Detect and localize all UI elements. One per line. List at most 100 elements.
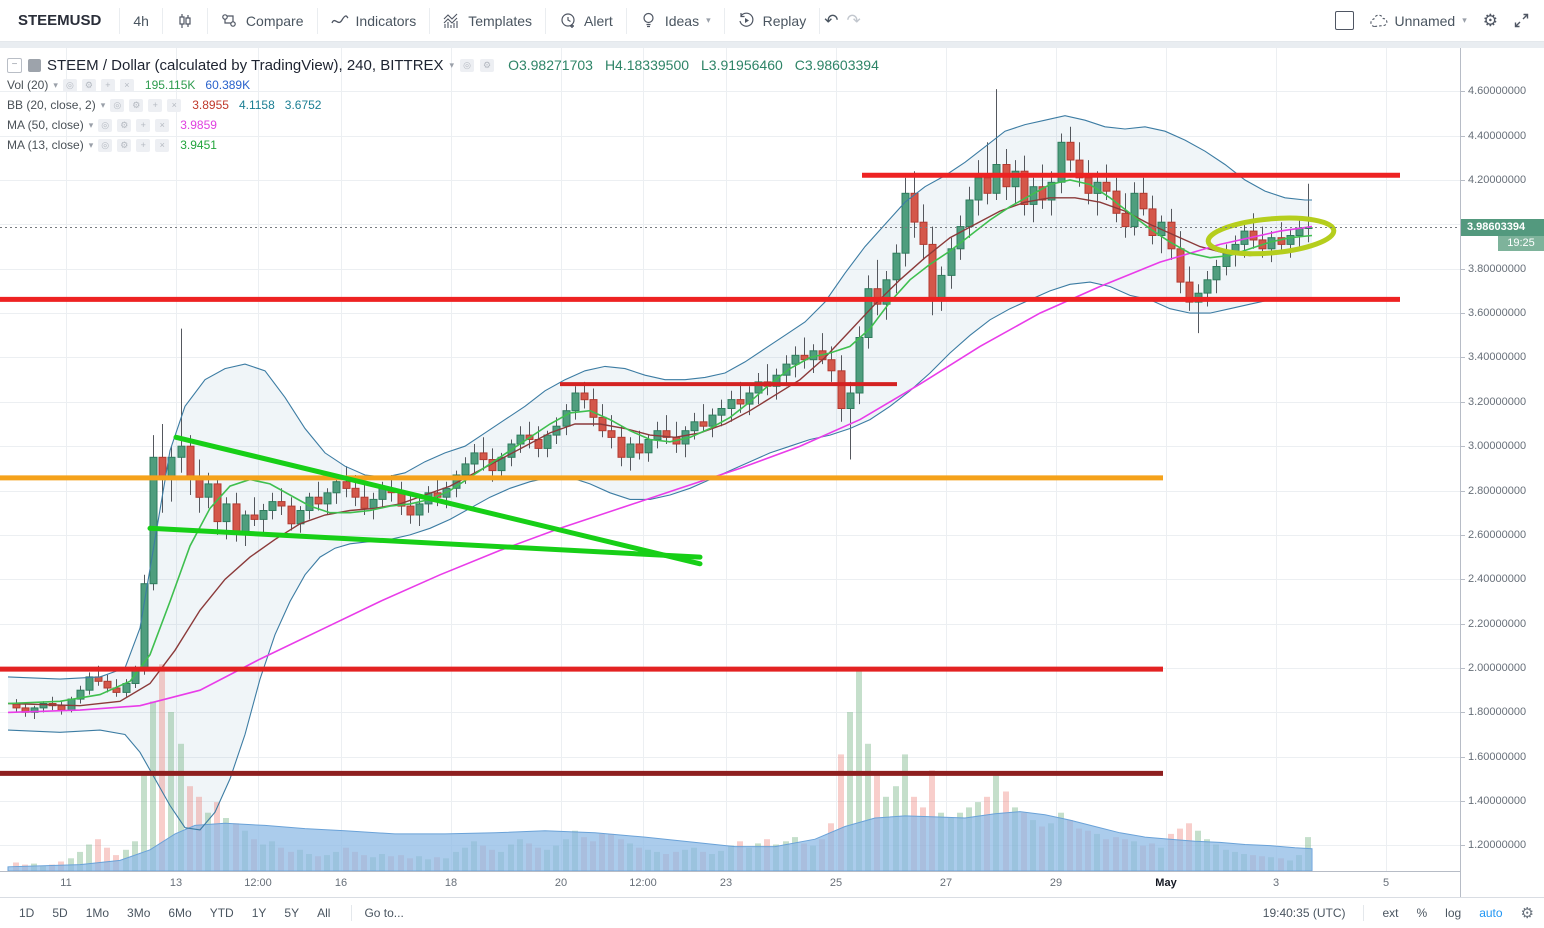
axis-settings-gear-icon[interactable]: ⚙: [1520, 905, 1534, 922]
candle-body: [983, 177, 992, 194]
candle-body: [140, 583, 149, 671]
undo-button[interactable]: ↶: [824, 10, 839, 30]
gear-icon[interactable]: ⚙: [129, 98, 144, 112]
range-button-6mo[interactable]: 6Mo: [168, 906, 192, 920]
range-button-5d[interactable]: 5D: [52, 906, 68, 920]
indicator-value: 3.9451: [180, 138, 217, 152]
candle-body: [186, 445, 195, 478]
range-button-all[interactable]: All: [317, 906, 331, 920]
indicator-name[interactable]: BB (20, close, 2): [7, 98, 96, 112]
indicator-name[interactable]: MA (13, close): [7, 138, 84, 152]
legend-main-row: − STEEM / Dollar (calculated by TradingV…: [7, 55, 879, 75]
cloud-icon: [1369, 12, 1388, 30]
candle-body: [626, 443, 635, 458]
price-axis[interactable]: 4.60000000 4.40000000 4.20000000 3.80000000…: [1460, 48, 1544, 897]
ext-toggle[interactable]: ext: [1382, 906, 1399, 920]
candle-body: [1176, 248, 1185, 283]
chevron-down-icon: ▾: [449, 59, 455, 70]
candle-body: [204, 483, 213, 498]
replay-button[interactable]: Replay: [725, 0, 820, 42]
price-tick-label: 2.20000000: [1468, 617, 1527, 630]
add-icon[interactable]: +: [136, 118, 151, 132]
ohlc-values: O3.98271703 H4.18339500 L3.91956460 C3.9860…: [508, 57, 879, 73]
templates-label: Templates: [468, 12, 533, 29]
price-tick-label: 4.20000000: [1468, 174, 1527, 187]
pane-menu-icon[interactable]: [28, 58, 41, 72]
range-button-1y[interactable]: 1Y: [251, 906, 267, 920]
compare-button[interactable]: Compare: [208, 0, 317, 42]
range-button-1d[interactable]: 1D: [19, 906, 35, 920]
symbol-button[interactable]: STEEMUSD: [18, 12, 102, 29]
indicator-name[interactable]: Vol (20): [7, 78, 49, 92]
price-tick-label: 4.40000000: [1468, 129, 1527, 142]
candle-body: [1020, 170, 1029, 205]
chart-canvas[interactable]: [0, 48, 1460, 871]
redo-button[interactable]: ↷: [846, 10, 861, 30]
clock-label[interactable]: 19:40:35 (UTC): [1262, 906, 1346, 920]
chart-title[interactable]: STEEM / Dollar (calculated by TradingVie…: [47, 56, 444, 74]
auto-toggle[interactable]: auto: [1479, 906, 1503, 920]
candle-body: [782, 363, 791, 376]
time-tick-label: 18: [444, 877, 458, 889]
alert-button[interactable]: Alert: [546, 0, 626, 42]
alert-clock-icon: [559, 12, 577, 30]
indicator-value: 3.6752: [284, 98, 322, 112]
close-icon[interactable]: ×: [155, 118, 170, 132]
range-button-3mo[interactable]: 3Mo: [127, 906, 151, 920]
time-axis[interactable]: 11 13 12:00 16 18 20 12:00 23 25 27 29 May 3 5: [0, 871, 1460, 897]
ideas-button[interactable]: Ideas ▾: [627, 0, 724, 42]
candle-body: [1130, 192, 1139, 228]
indicator-name[interactable]: MA (50, close): [7, 118, 84, 132]
eye-icon[interactable]: ◎: [110, 98, 125, 112]
chart-style-button[interactable]: [163, 0, 207, 42]
price-tick-label: 3.60000000: [1468, 307, 1527, 320]
replay-icon: [738, 12, 756, 30]
gear-icon[interactable]: ⚙: [117, 118, 132, 132]
close-icon[interactable]: ×: [167, 98, 182, 112]
ellipse-drawing[interactable]: [1205, 213, 1337, 258]
volume-bar: [95, 839, 101, 871]
close-icon[interactable]: ×: [155, 138, 170, 152]
range-button-ytd[interactable]: YTD: [209, 906, 234, 920]
ohlc-value: C3.98603394: [794, 57, 879, 73]
close-icon[interactable]: ×: [119, 78, 134, 92]
interval-button[interactable]: 4h: [133, 12, 149, 29]
trend-line-drawing[interactable]: [173, 434, 703, 567]
gear-icon[interactable]: ⚙: [480, 58, 495, 72]
eye-icon[interactable]: ◎: [98, 138, 113, 152]
gear-icon[interactable]: ⚙: [81, 78, 96, 92]
templates-button[interactable]: Templates: [430, 0, 545, 42]
log-toggle[interactable]: log: [1445, 906, 1462, 920]
chevron-down-icon: ▾: [706, 15, 711, 25]
candle-body: [232, 503, 241, 534]
settings-gear-icon[interactable]: ⚙: [1482, 10, 1498, 30]
indicators-button[interactable]: Indicators: [318, 0, 430, 42]
fullscreen-icon[interactable]: [1512, 12, 1530, 30]
add-icon[interactable]: +: [136, 138, 151, 152]
trend-line-drawing[interactable]: [147, 525, 703, 560]
price-tick-mark: [1461, 579, 1465, 581]
candle-body: [873, 288, 882, 305]
candle-body: [1249, 230, 1258, 241]
goto-button[interactable]: Go to...: [364, 906, 404, 920]
range-button-5y[interactable]: 5Y: [284, 906, 300, 920]
collapse-legend-icon[interactable]: −: [7, 57, 22, 73]
candle-body: [543, 434, 552, 449]
add-icon[interactable]: +: [100, 78, 115, 92]
candle-body: [580, 392, 589, 401]
eye-icon[interactable]: ◎: [460, 58, 475, 72]
volume-bar: [141, 775, 147, 871]
candle-body: [351, 487, 360, 498]
eye-icon[interactable]: ◎: [98, 118, 113, 132]
gear-icon[interactable]: ⚙: [117, 138, 132, 152]
percent-toggle[interactable]: %: [1416, 906, 1428, 920]
add-icon[interactable]: +: [148, 98, 163, 112]
ohlc-value: O3.98271703: [508, 57, 593, 73]
price-tick-label: 2.00000000: [1468, 662, 1527, 674]
range-button-1mo[interactable]: 1Mo: [85, 906, 110, 920]
save-layout-button[interactable]: Unnamed ▾: [1368, 0, 1469, 42]
candle-body: [617, 436, 626, 458]
layout-select-button[interactable]: [1334, 11, 1354, 30]
indicator-value: 60.389K: [205, 78, 251, 92]
eye-icon[interactable]: ◎: [62, 78, 77, 92]
